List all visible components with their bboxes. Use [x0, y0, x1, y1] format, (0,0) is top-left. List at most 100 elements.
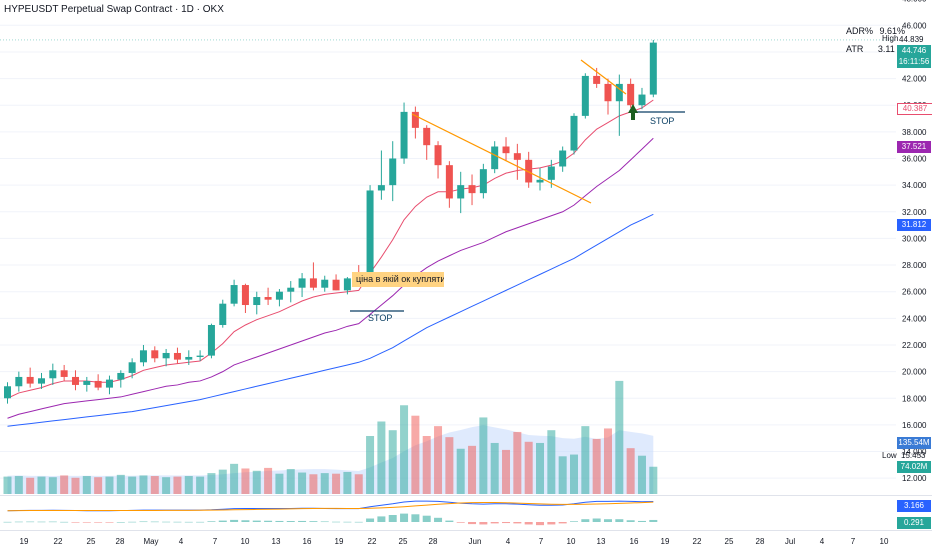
volume-bar — [456, 448, 465, 494]
x-tick-label: 28 — [756, 537, 765, 546]
candle-body — [366, 190, 374, 282]
volume-bar — [150, 476, 159, 494]
volume-bar — [490, 442, 499, 494]
candle-body — [128, 362, 136, 373]
histogram-bar — [320, 521, 329, 523]
candle-body — [536, 179, 544, 183]
ema-slow-tag: 31.812 — [897, 219, 931, 231]
candle-body — [185, 356, 193, 360]
candle-body — [479, 169, 487, 194]
ema-mid-line — [7, 137, 654, 419]
histogram-bar — [502, 522, 511, 524]
histogram-bar — [116, 522, 125, 523]
candle-body — [468, 185, 476, 194]
candle-body — [151, 350, 159, 359]
x-tick-label: 16 — [303, 537, 312, 546]
histogram-bar — [468, 522, 477, 525]
histogram-bar — [184, 521, 193, 523]
hist-tag: 0.291 — [897, 517, 931, 529]
volume-bar — [513, 431, 522, 494]
volume-bar — [139, 475, 148, 494]
histogram-bar — [230, 519, 239, 522]
candle-body — [377, 185, 385, 191]
candle-body — [241, 285, 249, 306]
y-tick-label: 32.000 — [902, 208, 927, 217]
volume-bar — [558, 456, 567, 494]
histogram-bar — [48, 521, 57, 523]
volume-bar — [252, 470, 261, 494]
x-tick-label: Jul — [785, 537, 795, 546]
adr-value: 9.61% — [879, 26, 906, 36]
signal-line — [7, 501, 654, 512]
x-tick-label: 28 — [429, 537, 438, 546]
candle-body — [264, 297, 272, 300]
x-tick-label: 13 — [272, 537, 281, 546]
histogram-bar — [649, 519, 658, 522]
volume-bar — [581, 426, 590, 494]
x-tick-label: 25 — [725, 537, 734, 546]
candle-body — [230, 285, 238, 304]
histogram-bar — [570, 521, 578, 522]
candle-body — [615, 83, 623, 102]
x-tick-label: 7 — [539, 537, 544, 546]
macd-tag: 3.166 — [897, 500, 931, 512]
histogram-bar — [332, 521, 341, 523]
volume-ma-tag: 135.54M — [897, 437, 931, 449]
candle-body — [298, 278, 306, 288]
volume-bar — [468, 445, 477, 494]
x-tick-label: 7 — [213, 537, 218, 546]
candle-body — [49, 370, 57, 379]
volume-bar — [275, 473, 284, 494]
candle-body — [173, 352, 181, 360]
y-tick-label: 42.000 — [902, 75, 927, 84]
candle-body — [581, 75, 589, 116]
volume-bar — [343, 471, 352, 494]
histogram-bar — [150, 521, 159, 523]
candle-body — [525, 159, 533, 183]
ema-mid-tag: 37.521 — [897, 141, 931, 153]
volume-bar — [298, 472, 307, 494]
histogram-bar — [128, 521, 137, 523]
histogram-bar — [298, 520, 307, 522]
volume-bar — [173, 476, 182, 494]
volume-bar — [547, 430, 556, 494]
histogram-bar — [558, 522, 567, 524]
histogram-bar — [3, 521, 12, 523]
x-tick-label: 10 — [241, 537, 250, 546]
stop-label-1[interactable]: STOP — [368, 313, 393, 323]
volume-bar — [445, 437, 454, 494]
y-tick-label: 28.000 — [902, 261, 927, 270]
stop-label-2[interactable]: STOP — [650, 116, 675, 126]
histogram-bar — [400, 513, 409, 522]
volume-bar — [128, 476, 137, 494]
y-tick-label: 20.000 — [902, 368, 927, 377]
histogram-bar — [37, 521, 46, 523]
volume-bar — [422, 436, 431, 494]
volume-bar — [434, 426, 443, 494]
histogram-bar — [536, 522, 545, 526]
y-tick-label: 30.000 — [902, 234, 927, 243]
y-tick-label: 14.000 — [902, 448, 927, 457]
entry-note[interactable]: ціна в якій ок купляти — [352, 272, 444, 287]
histogram-bar — [479, 522, 488, 525]
volume-bar — [94, 477, 103, 494]
histogram-bar — [456, 522, 465, 523]
high-value: 44.839 — [899, 35, 924, 44]
candle-body — [196, 355, 204, 357]
histogram-bar — [94, 522, 103, 523]
histogram-bar — [173, 521, 182, 523]
volume-bar — [230, 463, 239, 494]
candle-body — [627, 83, 635, 106]
candle-body — [593, 75, 601, 84]
volume-bar — [592, 438, 601, 494]
candle-body — [434, 145, 442, 166]
y-tick-label: 26.000 — [902, 288, 927, 297]
candle-body — [491, 146, 499, 170]
volume-bar — [26, 477, 35, 494]
histogram-bar — [196, 521, 205, 523]
volume-bar — [400, 405, 409, 494]
candle-body — [649, 42, 657, 95]
candle-body — [309, 278, 317, 288]
